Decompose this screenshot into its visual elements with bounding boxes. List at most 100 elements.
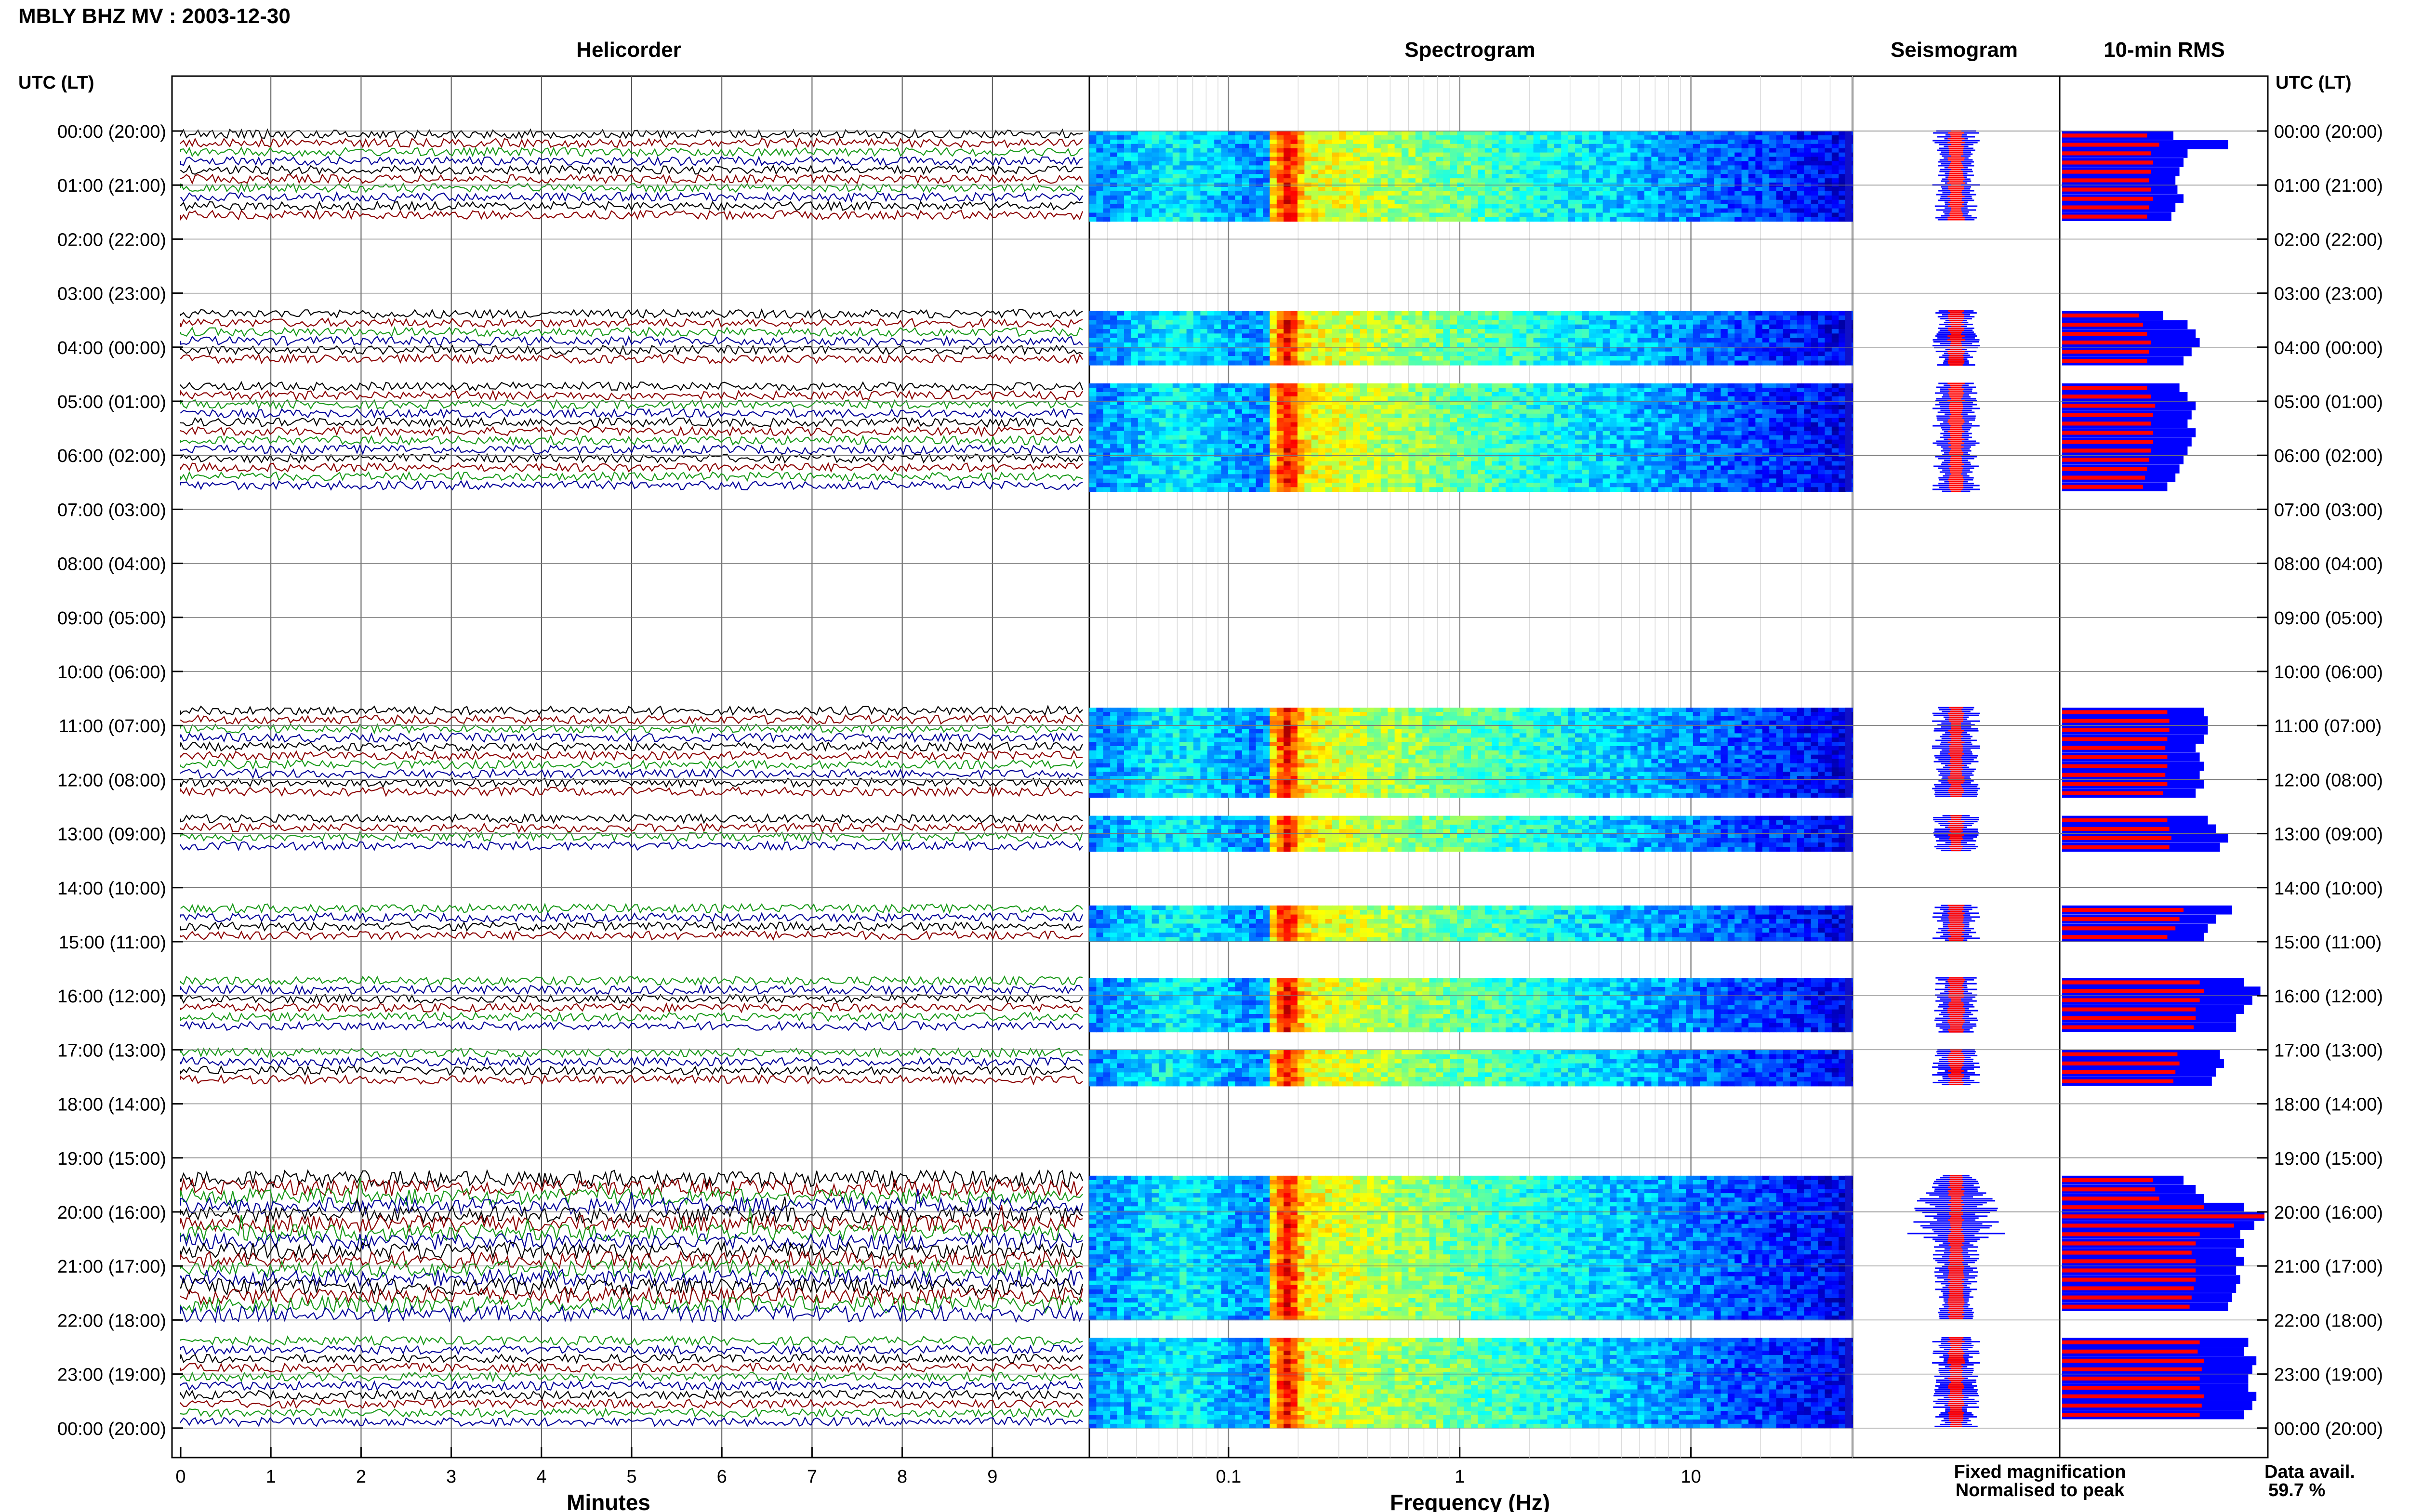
spectrogram-cell — [1616, 320, 1624, 325]
spectrogram-cell — [1221, 316, 1229, 320]
spectrogram-cell — [1630, 347, 1638, 352]
spectrogram-cell — [1492, 204, 1499, 209]
spectrogram-cell — [1270, 153, 1277, 158]
spectrogram-cell — [1776, 392, 1784, 397]
spectrogram-cell — [1103, 178, 1111, 183]
spectrogram-cell — [1575, 204, 1582, 209]
spectrogram-cell — [1096, 311, 1103, 316]
spectrogram-cell — [1624, 161, 1631, 166]
spectrogram-cell — [1485, 187, 1492, 192]
spectrogram-cell — [1103, 153, 1111, 158]
spectrogram-cell — [1499, 316, 1506, 320]
spectrogram-cell — [1131, 352, 1138, 356]
spectrogram-cell — [1499, 200, 1506, 205]
spectrogram-cell — [1526, 338, 1534, 343]
spectrogram-cell — [1603, 200, 1610, 205]
spectrogram-cell — [1346, 170, 1353, 174]
spectrogram-cell — [1131, 144, 1138, 149]
spectrogram-cell — [1547, 427, 1554, 432]
spectrogram-cell — [1485, 174, 1492, 179]
spectrogram-cell — [1131, 342, 1138, 347]
spectrogram-cell — [1755, 383, 1762, 388]
spectrogram-cell — [1457, 157, 1464, 162]
spectrogram-cell — [1769, 418, 1776, 423]
spectrogram-cell — [1159, 352, 1166, 356]
spectrogram-cell — [1408, 311, 1416, 316]
spectrogram-cell — [1568, 213, 1575, 218]
spectrogram-cell — [1734, 409, 1742, 414]
spectrogram-cell — [1762, 352, 1770, 356]
spectrogram-cell — [1582, 427, 1589, 432]
spectrogram-cell — [1575, 144, 1582, 149]
spectrogram-cell — [1165, 414, 1173, 419]
spectrogram-cell — [1367, 316, 1374, 320]
spectrogram-cell — [1339, 342, 1346, 347]
spectrogram-cell — [1554, 342, 1562, 347]
spectrogram-cell — [1381, 329, 1388, 334]
spectrogram-cell — [1811, 157, 1818, 162]
spectrogram-cell — [1193, 157, 1201, 162]
spectrogram-cell — [1499, 174, 1506, 179]
spectrogram-cell — [1422, 360, 1430, 365]
spectrogram-cell — [1228, 356, 1235, 361]
spectrogram-cell — [1561, 170, 1568, 174]
spectrogram-cell — [1534, 320, 1541, 325]
spectrogram-cell — [1616, 352, 1624, 356]
spectrogram-cell — [1270, 360, 1277, 365]
spectrogram-cell — [1693, 316, 1700, 320]
spectrogram-cell — [1783, 347, 1790, 352]
spectrogram-cell — [1825, 161, 1832, 166]
spectrogram-cell — [1630, 392, 1638, 397]
spectrogram-cell — [1790, 148, 1797, 153]
spectrogram-cell — [1450, 325, 1457, 329]
spectrogram-cell — [1395, 178, 1402, 183]
spectrogram-cell — [1450, 148, 1457, 153]
spectrogram-cell — [1804, 165, 1811, 170]
spectrogram-cell — [1672, 333, 1680, 338]
spectrogram-cell — [1825, 347, 1832, 352]
spectrogram-cell — [1679, 414, 1686, 419]
spectrogram-cell — [1616, 196, 1624, 200]
spectrogram-cell — [1430, 360, 1437, 365]
spectrogram-cell — [1506, 187, 1513, 192]
spectrogram-cell — [1408, 431, 1416, 436]
spectrogram-cell — [1582, 157, 1589, 162]
spectrogram-cell — [1221, 409, 1229, 414]
spectrogram-cell — [1644, 352, 1652, 356]
spectrogram-cell — [1346, 329, 1353, 334]
spectrogram-cell — [1103, 217, 1111, 222]
spectrogram-cell — [1700, 191, 1707, 196]
spectrogram-cell — [1707, 191, 1714, 196]
spectrogram-cell — [1263, 135, 1270, 140]
spectrogram-cell — [1748, 174, 1756, 179]
spectrogram-cell — [1179, 213, 1187, 218]
spectrogram-cell — [1187, 157, 1194, 162]
spectrogram-cell — [1464, 356, 1471, 361]
spectrogram-cell — [1630, 200, 1638, 205]
spectrogram-cell — [1138, 329, 1145, 334]
spectrogram-cell — [1173, 320, 1180, 325]
spectrogram-cell — [1249, 217, 1256, 222]
spectrogram-cell — [1582, 338, 1589, 343]
spectrogram-cell — [1728, 200, 1735, 205]
spectrogram-cell — [1832, 209, 1839, 213]
spectrogram-cell — [1332, 144, 1339, 149]
spectrogram-cell — [1270, 174, 1277, 179]
spectrogram-cell — [1284, 144, 1291, 149]
spectrogram-cell — [1131, 165, 1138, 170]
spectrogram-cell — [1589, 140, 1596, 145]
spectrogram-cell — [1540, 213, 1548, 218]
spectrogram-cell — [1520, 325, 1527, 329]
spectrogram-cell — [1402, 392, 1409, 397]
spectrogram-cell — [1596, 213, 1603, 218]
spectrogram-cell — [1110, 196, 1117, 200]
spectrogram-cell — [1540, 316, 1548, 320]
spectrogram-cell — [1589, 422, 1596, 427]
spectrogram-cell — [1110, 213, 1117, 218]
spectrogram-cell — [1263, 213, 1270, 218]
spectrogram-cell — [1832, 338, 1839, 343]
spectrogram-cell — [1471, 422, 1478, 427]
spectrogram-cell — [1693, 178, 1700, 183]
spectrogram-cell — [1318, 140, 1325, 145]
spectrogram-cell — [1624, 427, 1631, 432]
